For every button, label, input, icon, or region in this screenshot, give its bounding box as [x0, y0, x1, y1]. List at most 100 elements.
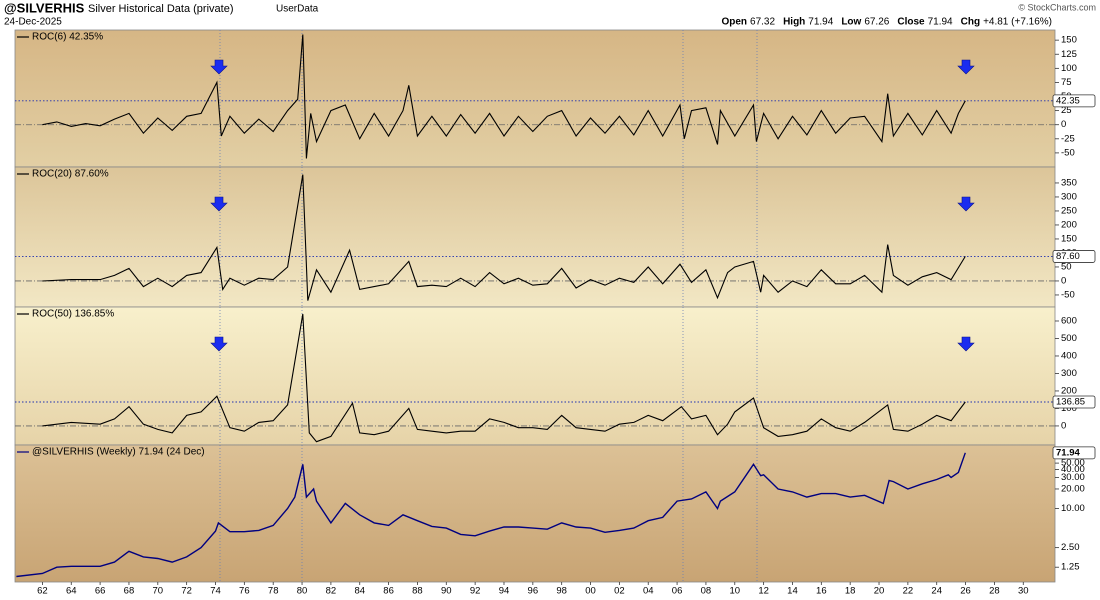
panel-bg: [14, 306, 1056, 446]
y-tick-label: 125: [1061, 49, 1077, 60]
x-tick-label: 00: [585, 586, 596, 597]
arrow-icon: [957, 336, 975, 352]
panel-bg: [14, 444, 1056, 583]
date: 24-Dec-2025: [4, 17, 62, 28]
x-tick-label: 22: [903, 586, 914, 597]
y-tick-label: 0: [1061, 275, 1066, 286]
x-tick-label: 08: [701, 586, 712, 597]
x-tick-label: 16: [816, 586, 827, 597]
panel-bg: [14, 29, 1056, 168]
y-tick-label: 300: [1061, 191, 1077, 202]
x-tick-label: 70: [153, 586, 164, 597]
x-tick-label: 06: [672, 586, 683, 597]
quote-value: +4.81 (+7.16%): [983, 17, 1052, 28]
panel-bg: [14, 166, 1056, 308]
x-tick-label: 14: [787, 586, 798, 597]
x-tick-label: 66: [95, 586, 106, 597]
x-tick-label: 18: [845, 586, 856, 597]
y-tick-label: 100: [1061, 63, 1077, 74]
x-tick-label: 72: [181, 586, 192, 597]
x-tick-label: 30: [1018, 586, 1029, 597]
y-tick-label: 150: [1061, 35, 1077, 46]
current-label: 42.35: [1056, 95, 1080, 106]
series-line: [42, 34, 966, 159]
name: Silver Historical Data (private): [88, 3, 233, 15]
y-tick-label: 0: [1061, 119, 1066, 130]
current-label: 87.60: [1056, 251, 1080, 262]
x-tick-label: 86: [383, 586, 394, 597]
y-tick-label: 100: [1061, 403, 1077, 414]
x-tick-label: 82: [326, 586, 337, 597]
y-tick-label: 50: [1061, 261, 1072, 272]
x-tick-label: 12: [758, 586, 769, 597]
y-tick-label: 350: [1061, 177, 1077, 188]
y-tick-label: 150: [1061, 233, 1077, 244]
panel-title: ROC(50) 136.85%: [32, 309, 114, 320]
y-tick-label: 500: [1061, 333, 1077, 344]
quote-label: Low: [841, 17, 861, 28]
y-tick-label: 30.00: [1061, 472, 1085, 483]
quote-label: Close: [897, 17, 925, 28]
x-tick-label: 64: [66, 586, 77, 597]
credit: © StockCharts.com: [1018, 2, 1096, 12]
quote-value: 71.94: [808, 17, 833, 28]
quote-label: Open: [721, 17, 747, 28]
quote: +4.81 (+7.16%)Chg71.94Close67.26Low71.94…: [721, 17, 1052, 28]
y-tick-label: 600: [1061, 316, 1077, 327]
arrow-icon: [957, 59, 975, 75]
x-tick-label: 76: [239, 586, 250, 597]
x-tick-label: 88: [412, 586, 423, 597]
x-tick-label: 90: [441, 586, 452, 597]
panel-title: @SILVERHIS (Weekly) 71.94 (24 Dec): [32, 447, 205, 458]
y-tick-label: 2.50: [1061, 542, 1080, 553]
x-tick-label: 24: [931, 586, 942, 597]
y-tick-label: -50: [1061, 289, 1075, 300]
arrow-icon: [210, 196, 228, 212]
arrow-icon: [210, 336, 228, 352]
y-tick-label: 300: [1061, 368, 1077, 379]
series-line: [16, 452, 966, 578]
y-tick-label: 50.00: [1061, 458, 1085, 469]
current-box: [1052, 250, 1096, 263]
y-tick-label: 1.25: [1061, 562, 1080, 573]
x-tick-label: 94: [499, 586, 510, 597]
x-tick-label: 26: [960, 586, 971, 597]
symbol: @SILVERHIS: [4, 0, 85, 15]
series-line: [42, 174, 966, 301]
panel-title: ROC(6) 42.35%: [32, 32, 103, 43]
y-tick-label: 400: [1061, 350, 1077, 361]
y-tick-label: 25: [1061, 105, 1072, 116]
y-tick-label: -50: [1061, 147, 1075, 158]
current-box: [1052, 94, 1096, 108]
quote-label: Chg: [961, 17, 980, 28]
x-tick-label: 80: [297, 586, 308, 597]
y-tick-label: 200: [1061, 385, 1077, 396]
y-tick-label: 75: [1061, 77, 1072, 88]
x-tick-label: 62: [37, 586, 48, 597]
quote-value: 67.26: [864, 17, 889, 28]
current-box: [1052, 446, 1096, 460]
x-tick-label: 10: [729, 586, 740, 597]
quote-value: 67.32: [750, 17, 775, 28]
x-tick-label: 98: [556, 586, 567, 597]
current-label: 136.85: [1056, 397, 1085, 408]
source: UserData: [276, 4, 319, 15]
y-tick-label: 0: [1061, 420, 1066, 431]
current-label: 71.94: [1056, 447, 1080, 458]
x-tick-label: 02: [614, 586, 625, 597]
x-tick-label: 04: [643, 586, 654, 597]
y-tick-label: 200: [1061, 219, 1077, 230]
quote-value: 71.94: [928, 17, 953, 28]
x-tick-label: 78: [268, 586, 279, 597]
y-tick-label: 20.00: [1061, 483, 1085, 494]
y-tick-label: 10.00: [1061, 503, 1085, 514]
panel-title: ROC(20) 87.60%: [32, 169, 109, 180]
x-tick-label: 68: [124, 586, 135, 597]
quote-label: High: [783, 17, 805, 28]
x-tick-label: 96: [528, 586, 539, 597]
y-tick-label: -25: [1061, 133, 1075, 144]
x-tick-label: 28: [989, 586, 1000, 597]
x-tick-label: 92: [470, 586, 481, 597]
current-box: [1052, 395, 1096, 409]
